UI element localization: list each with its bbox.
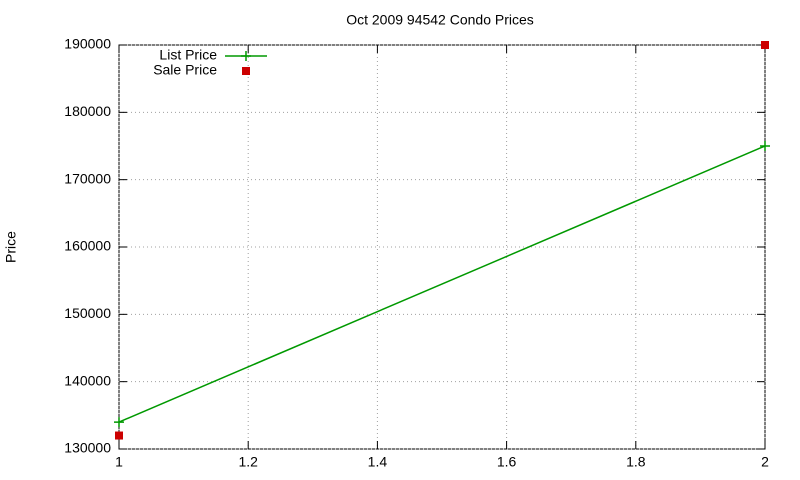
y-axis-label: Price	[3, 231, 19, 263]
y-tick-label: 170000	[64, 170, 111, 186]
series-line	[118, 145, 766, 423]
chart-title: Oct 2009 94542 Condo Prices	[346, 12, 534, 28]
legend-label: Sale Price	[153, 62, 217, 78]
y-tick-label: 130000	[64, 440, 111, 456]
data-point	[761, 41, 769, 49]
legend-marker	[241, 51, 251, 61]
x-tick-label: 1.6	[497, 454, 517, 470]
y-tick-label: 190000	[64, 36, 111, 52]
y-tick-label: 180000	[64, 103, 111, 119]
legend-marker	[242, 67, 250, 75]
x-tick-label: 2	[761, 454, 769, 470]
y-tick-label: 150000	[64, 305, 111, 321]
x-tick-label: 1.2	[238, 454, 258, 470]
data-point	[114, 417, 124, 428]
data-point	[760, 141, 770, 151]
data-point	[115, 431, 123, 440]
x-tick-label: 1	[115, 454, 123, 470]
x-tick-label: 1.8	[626, 454, 646, 470]
y-tick-label: 140000	[64, 372, 111, 388]
x-tick-label: 1.4	[368, 454, 388, 470]
y-tick-label: 160000	[64, 238, 111, 254]
legend-label: List Price	[159, 47, 217, 63]
